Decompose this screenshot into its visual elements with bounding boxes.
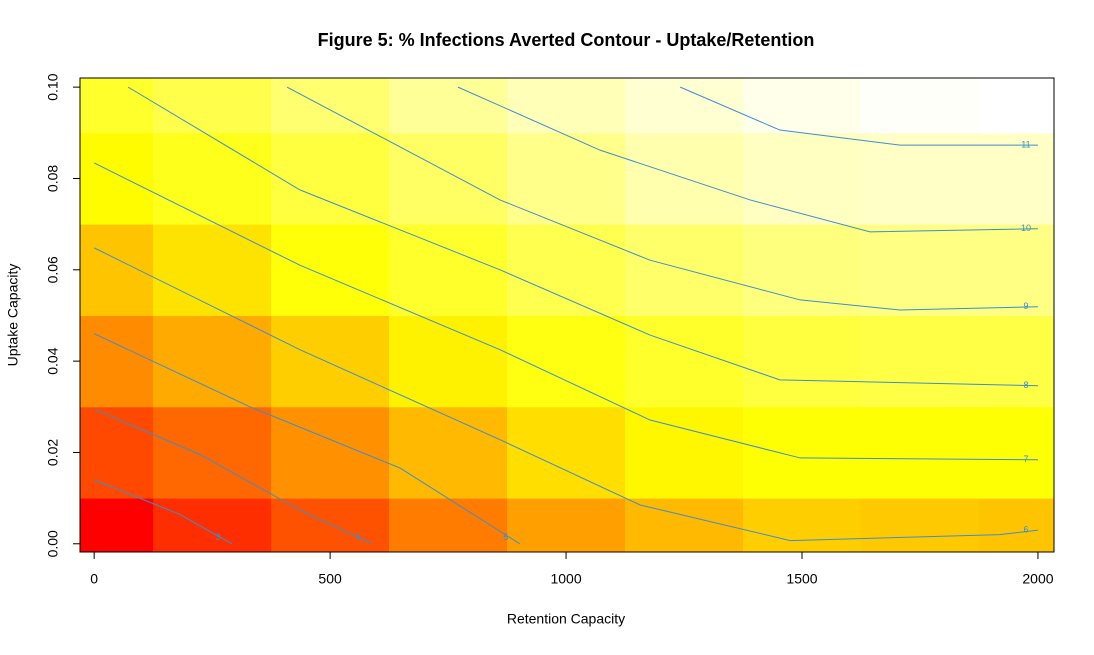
heat-cell — [978, 78, 1054, 134]
y-axis-label: Uptake Capacity — [5, 264, 21, 367]
contour-line — [680, 86, 1038, 146]
heat-cell — [507, 315, 626, 408]
x-tick-label: 1000 — [550, 571, 581, 587]
contour-label: 5 — [503, 532, 508, 542]
contour-line — [127, 86, 1038, 387]
heat-cell — [153, 132, 272, 225]
y-tick-label: 0.08 — [45, 165, 61, 192]
heat-cell — [625, 498, 744, 552]
heatmap — [80, 78, 1054, 552]
contour-label: 11 — [1021, 140, 1030, 150]
x-tick-label: 1500 — [786, 571, 817, 587]
contour-line — [93, 333, 521, 545]
contour-label: 3 — [215, 532, 220, 542]
heat-cell — [507, 78, 626, 134]
heat-cell — [80, 78, 154, 134]
heat-cell — [507, 132, 626, 225]
heat-cell — [389, 132, 508, 225]
y-tick-label: 0.04 — [45, 347, 61, 374]
heat-cell — [271, 224, 390, 316]
heat-cell — [860, 315, 980, 408]
x-axis-label: Retention Capacity — [507, 611, 625, 627]
heat-cell — [271, 78, 390, 134]
heat-cell — [153, 498, 272, 552]
heat-cell — [80, 224, 154, 316]
contour-label: 4 — [356, 532, 361, 542]
heat-cell — [743, 224, 862, 316]
y-tick-label: 0.02 — [45, 439, 61, 466]
heat-cell — [80, 406, 154, 499]
heat-cell — [80, 132, 154, 225]
heat-cell — [860, 78, 980, 134]
heat-cell — [389, 78, 508, 134]
contour-label: 7 — [1023, 454, 1028, 464]
contours: 3 4 5 6 7 8 9 10 11 — [93, 86, 1039, 545]
heat-cell — [507, 406, 626, 499]
contour-line — [93, 247, 1039, 542]
heat-cell — [860, 132, 980, 225]
heat-cell — [860, 498, 980, 552]
heat-cell — [389, 498, 508, 552]
contour-line — [286, 86, 1038, 311]
heat-cell — [625, 78, 744, 134]
heat-cell — [978, 406, 1054, 499]
heat-cell — [271, 406, 390, 499]
heat-cell — [389, 406, 508, 499]
heat-cell — [743, 78, 862, 134]
y-tick-label: 0.06 — [45, 256, 61, 283]
heat-cell — [743, 498, 862, 552]
heat-cell — [271, 132, 390, 225]
heat-cell — [860, 224, 980, 316]
heat-cell — [507, 224, 626, 316]
heat-cell — [389, 315, 508, 408]
heat-cell — [507, 498, 626, 552]
heat-cell — [743, 406, 862, 499]
contour-label: 10 — [1021, 223, 1031, 233]
x-tick-label: 500 — [318, 571, 342, 587]
heat-cell — [153, 78, 272, 134]
heat-cell — [271, 315, 390, 408]
plot-frame — [79, 77, 1055, 553]
heat-cell — [743, 132, 862, 225]
x-tick-label: 2000 — [1022, 571, 1053, 587]
contour-line — [457, 86, 1038, 233]
chart-title: Figure 5: % Infections Averted Contour -… — [318, 30, 815, 50]
heat-cell — [80, 498, 154, 552]
heat-cell — [625, 406, 744, 499]
heat-cell — [978, 224, 1054, 316]
contour-line — [93, 162, 1038, 461]
heat-cell — [625, 224, 744, 316]
heat-cell — [389, 224, 508, 316]
y-tick-label: 0.00 — [45, 530, 61, 557]
heat-cell — [625, 315, 744, 408]
x-tick-label: 0 — [90, 571, 98, 587]
contour-line — [93, 479, 233, 545]
heat-cell — [978, 132, 1054, 225]
contour-line — [93, 408, 373, 545]
contour-label: 9 — [1023, 301, 1028, 311]
heat-cell — [978, 498, 1054, 552]
heat-cell — [978, 315, 1054, 408]
heat-cell — [860, 406, 980, 499]
y-tick-label: 0.10 — [45, 73, 61, 100]
heat-cell — [153, 315, 272, 408]
heat-cell — [743, 315, 862, 408]
heat-cell — [80, 315, 154, 408]
heat-cell — [625, 132, 744, 225]
contour-label: 8 — [1023, 380, 1028, 390]
contour-label: 6 — [1023, 524, 1028, 534]
heat-cell — [153, 224, 272, 316]
